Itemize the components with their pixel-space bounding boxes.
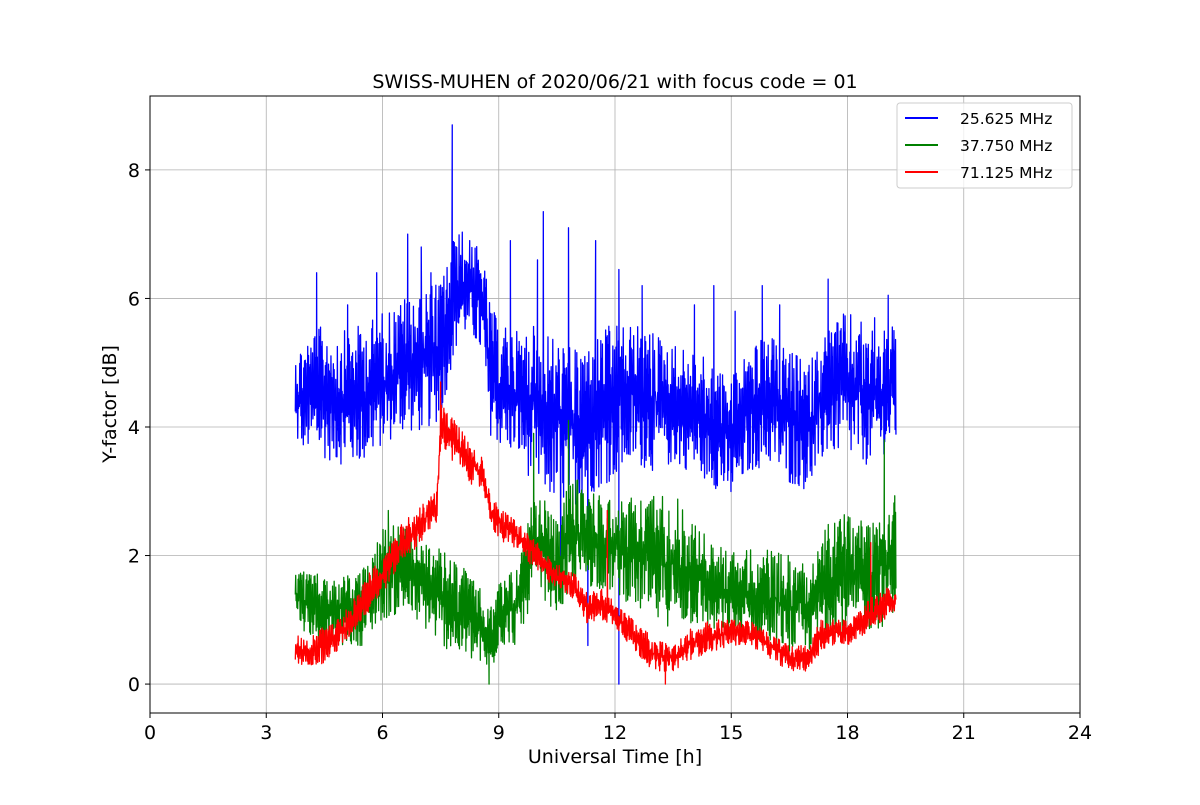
x-tick-label: 18 (835, 722, 859, 744)
x-tick-label: 12 (603, 722, 627, 744)
y-axis-label: Y-factor [dB] (99, 345, 121, 464)
y-tick-label: 4 (128, 417, 140, 439)
x-tick-label: 3 (260, 722, 272, 744)
x-tick-label: 24 (1068, 722, 1092, 744)
y-tick-label: 8 (128, 160, 140, 182)
chart-title: SWISS-MUHEN of 2020/06/21 with focus cod… (372, 71, 857, 93)
x-tick-label: 6 (376, 722, 388, 744)
legend-label-71-125: 71.125 MHz (960, 164, 1052, 182)
x-tick-label: 15 (719, 722, 743, 744)
series-line-71-125 (294, 381, 897, 685)
series-line-37-750 (294, 419, 897, 685)
legend-label-37-750: 37.750 MHz (960, 137, 1052, 155)
y-tick-label: 2 (128, 546, 140, 568)
x-tick-label: 21 (952, 722, 976, 744)
legend-box (896, 102, 1073, 189)
series-layer (294, 124, 897, 685)
series-line-25-625 (294, 124, 897, 685)
x-axis-label: Universal Time [h] (528, 746, 702, 768)
y-tick-label: 6 (128, 288, 140, 310)
x-tick-label: 0 (144, 722, 156, 744)
x-tick-label: 9 (493, 722, 505, 744)
legend: 25.625 MHz 37.750 MHz 71.125 MHz (896, 102, 1073, 189)
legend-label-25-625: 25.625 MHz (960, 110, 1052, 128)
y-tick-label: 0 (128, 674, 140, 696)
